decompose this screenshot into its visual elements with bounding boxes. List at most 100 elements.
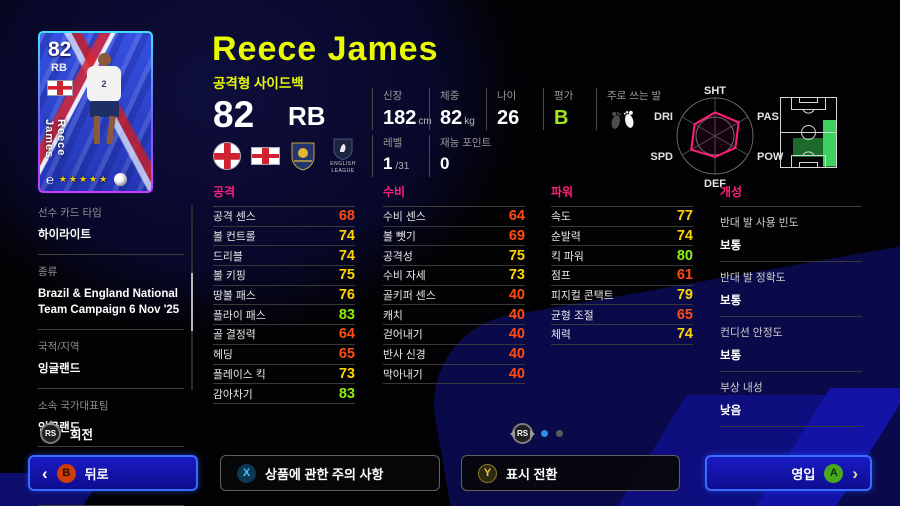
info-label: 종류 — [38, 265, 58, 278]
stat-value: 40 — [508, 346, 525, 363]
attack-stats-column: 공격 공격 센스 68 볼 컨트롤 74 드리블 74 볼 키핑 75 땅볼 패스 76 플라이 패… — [213, 183, 355, 404]
chevron-left-icon: ‹ — [42, 463, 48, 483]
stat-row: 점프 61 — [551, 266, 693, 286]
stat-row: 땅볼 패스 76 — [213, 286, 355, 306]
stat-value: 76 — [338, 287, 355, 304]
stat-row: 걷어내기 40 — [383, 325, 525, 345]
stat-value: 68 — [338, 208, 355, 225]
preferred-foot-field: 주로 쓰는 발 — [596, 88, 661, 130]
stat-row: 체력 74 — [551, 325, 693, 345]
column-title: 공격 — [213, 183, 355, 207]
stat-label: 막아내기 — [383, 368, 423, 381]
radar-label-sht: SHT — [704, 85, 726, 97]
stat-row: 수비 센스 64 — [383, 207, 525, 227]
stat-value: 83 — [338, 306, 355, 323]
gamepad-a-icon: A — [824, 463, 844, 483]
stat-row: 피지컬 콘택트 79 — [551, 286, 693, 306]
stat-value: 65 — [676, 306, 693, 323]
column-title: 파워 — [551, 183, 693, 207]
stat-value: 61 — [676, 267, 693, 284]
traits-column: 개성 반대 발 사용 빈도 보통 반대 발 정확도 보통 컨디션 안정도 보통 부상 내성 낮… — [720, 183, 862, 427]
stat-label: 플라이 패스 — [213, 309, 266, 322]
stat-value: 40 — [508, 306, 525, 323]
stat-label: 캐치 — [383, 309, 403, 322]
page-dot[interactable] — [556, 430, 563, 437]
column-title: 수비 — [383, 183, 525, 207]
info-value: 하이라이트 — [38, 229, 91, 241]
player-card[interactable]: 2 82 RB Reece James ℮ ★★★★★ — [38, 31, 153, 193]
stat-label: 볼 뺏기 — [383, 231, 416, 244]
stat-row: 공격 센스 68 — [213, 207, 355, 227]
trait-value: 보통 — [720, 350, 742, 362]
info-label: 선수 카드 타입 — [38, 207, 102, 219]
stat-row: 골키퍼 센스 40 — [383, 286, 525, 306]
nation-flag-round-icon — [213, 142, 241, 170]
stat-row: 볼 키핑 75 — [213, 266, 355, 286]
stat-label: 킥 파워 — [551, 250, 584, 263]
form-field: 평가 B — [543, 88, 573, 130]
info-value: 잉글랜드 — [38, 363, 81, 376]
stat-row: 볼 뺏기 69 — [383, 227, 525, 247]
stat-row: 드리블 74 — [213, 246, 355, 267]
feet-icon — [611, 110, 634, 129]
sidebar-scrollbar[interactable] — [191, 205, 193, 390]
stat-row: 막아내기 40 — [383, 365, 525, 385]
stat-label: 반사 신경 — [383, 349, 426, 362]
height-value: 182 cm — [383, 107, 432, 129]
gamepad-x-icon: X — [237, 463, 256, 483]
page-title: Reece James — [212, 30, 439, 68]
stat-label: 균형 조절 — [551, 309, 594, 322]
trait-label: 반대 발 정확도 — [720, 272, 786, 284]
info-label: 국적/지역 — [38, 341, 80, 354]
stat-value: 69 — [508, 228, 525, 245]
card-player-name: Reece James — [43, 119, 67, 159]
stat-row: 캐치 40 — [383, 305, 525, 326]
stat-row: 볼 컨트롤 74 — [213, 227, 355, 247]
position-label: RB — [288, 101, 326, 131]
trait-value: 낮음 — [720, 405, 742, 417]
radar-label-pow: POW — [757, 151, 784, 163]
radar-label-spd: SPD — [650, 151, 673, 163]
scrollbar-thumb[interactable] — [191, 273, 193, 331]
player-shirt: 2 — [87, 66, 121, 102]
stat-row: 골 결정력 64 — [213, 325, 355, 345]
page-dot-active[interactable] — [541, 430, 548, 437]
card-stars: ★★★★★ — [58, 174, 110, 184]
stat-label: 걷어내기 — [383, 329, 423, 342]
weight-value: 82 kg — [440, 107, 475, 129]
sidebar-info-row: 종류 Brazil & England National Team Campaig… — [38, 255, 184, 331]
card-rating: 82 — [48, 38, 72, 61]
ball-icon — [114, 173, 128, 186]
stat-label: 플레이스 킥 — [213, 368, 266, 381]
trait-label: 컨디션 안정도 — [720, 327, 783, 339]
national-team-flag-icon — [251, 147, 280, 165]
stat-label: 속도 — [551, 211, 571, 224]
trait-row: 부상 내성 낮음 — [720, 372, 862, 427]
stat-label: 감아차기 — [213, 388, 253, 401]
player-shorts — [90, 101, 119, 117]
stat-row: 균형 조절 65 — [551, 305, 693, 326]
stat-value: 74 — [676, 326, 693, 343]
stat-value: 64 — [508, 208, 525, 225]
info-label: 소속 국가대표팀 — [38, 399, 109, 412]
stat-label: 볼 컨트롤 — [213, 231, 256, 244]
efootball-logo-icon: ℮ — [46, 172, 54, 187]
stat-value: 75 — [338, 267, 355, 284]
stat-value: 73 — [338, 365, 355, 382]
product-notice-button[interactable]: X 상품에 관한 주의 사항 — [220, 455, 440, 491]
info-value: Brazil & England National Team Campaign … — [38, 287, 180, 317]
sign-button[interactable]: 영입 A › — [705, 455, 872, 491]
stat-value: 65 — [338, 346, 355, 363]
stat-label: 수비 센스 — [383, 211, 426, 224]
trait-value: 보통 — [720, 295, 742, 307]
trait-row: 반대 발 사용 빈도 보통 — [720, 207, 862, 262]
back-button[interactable]: ‹ B 뒤로 — [28, 455, 198, 491]
stat-label: 점프 — [551, 270, 571, 283]
stat-label: 수비 자세 — [383, 270, 426, 283]
league-badge-text: ENGLISH LEAGUE — [330, 161, 356, 174]
toggle-display-button[interactable]: Y 표시 전환 — [461, 455, 680, 491]
club-crest-icon — [291, 142, 315, 171]
